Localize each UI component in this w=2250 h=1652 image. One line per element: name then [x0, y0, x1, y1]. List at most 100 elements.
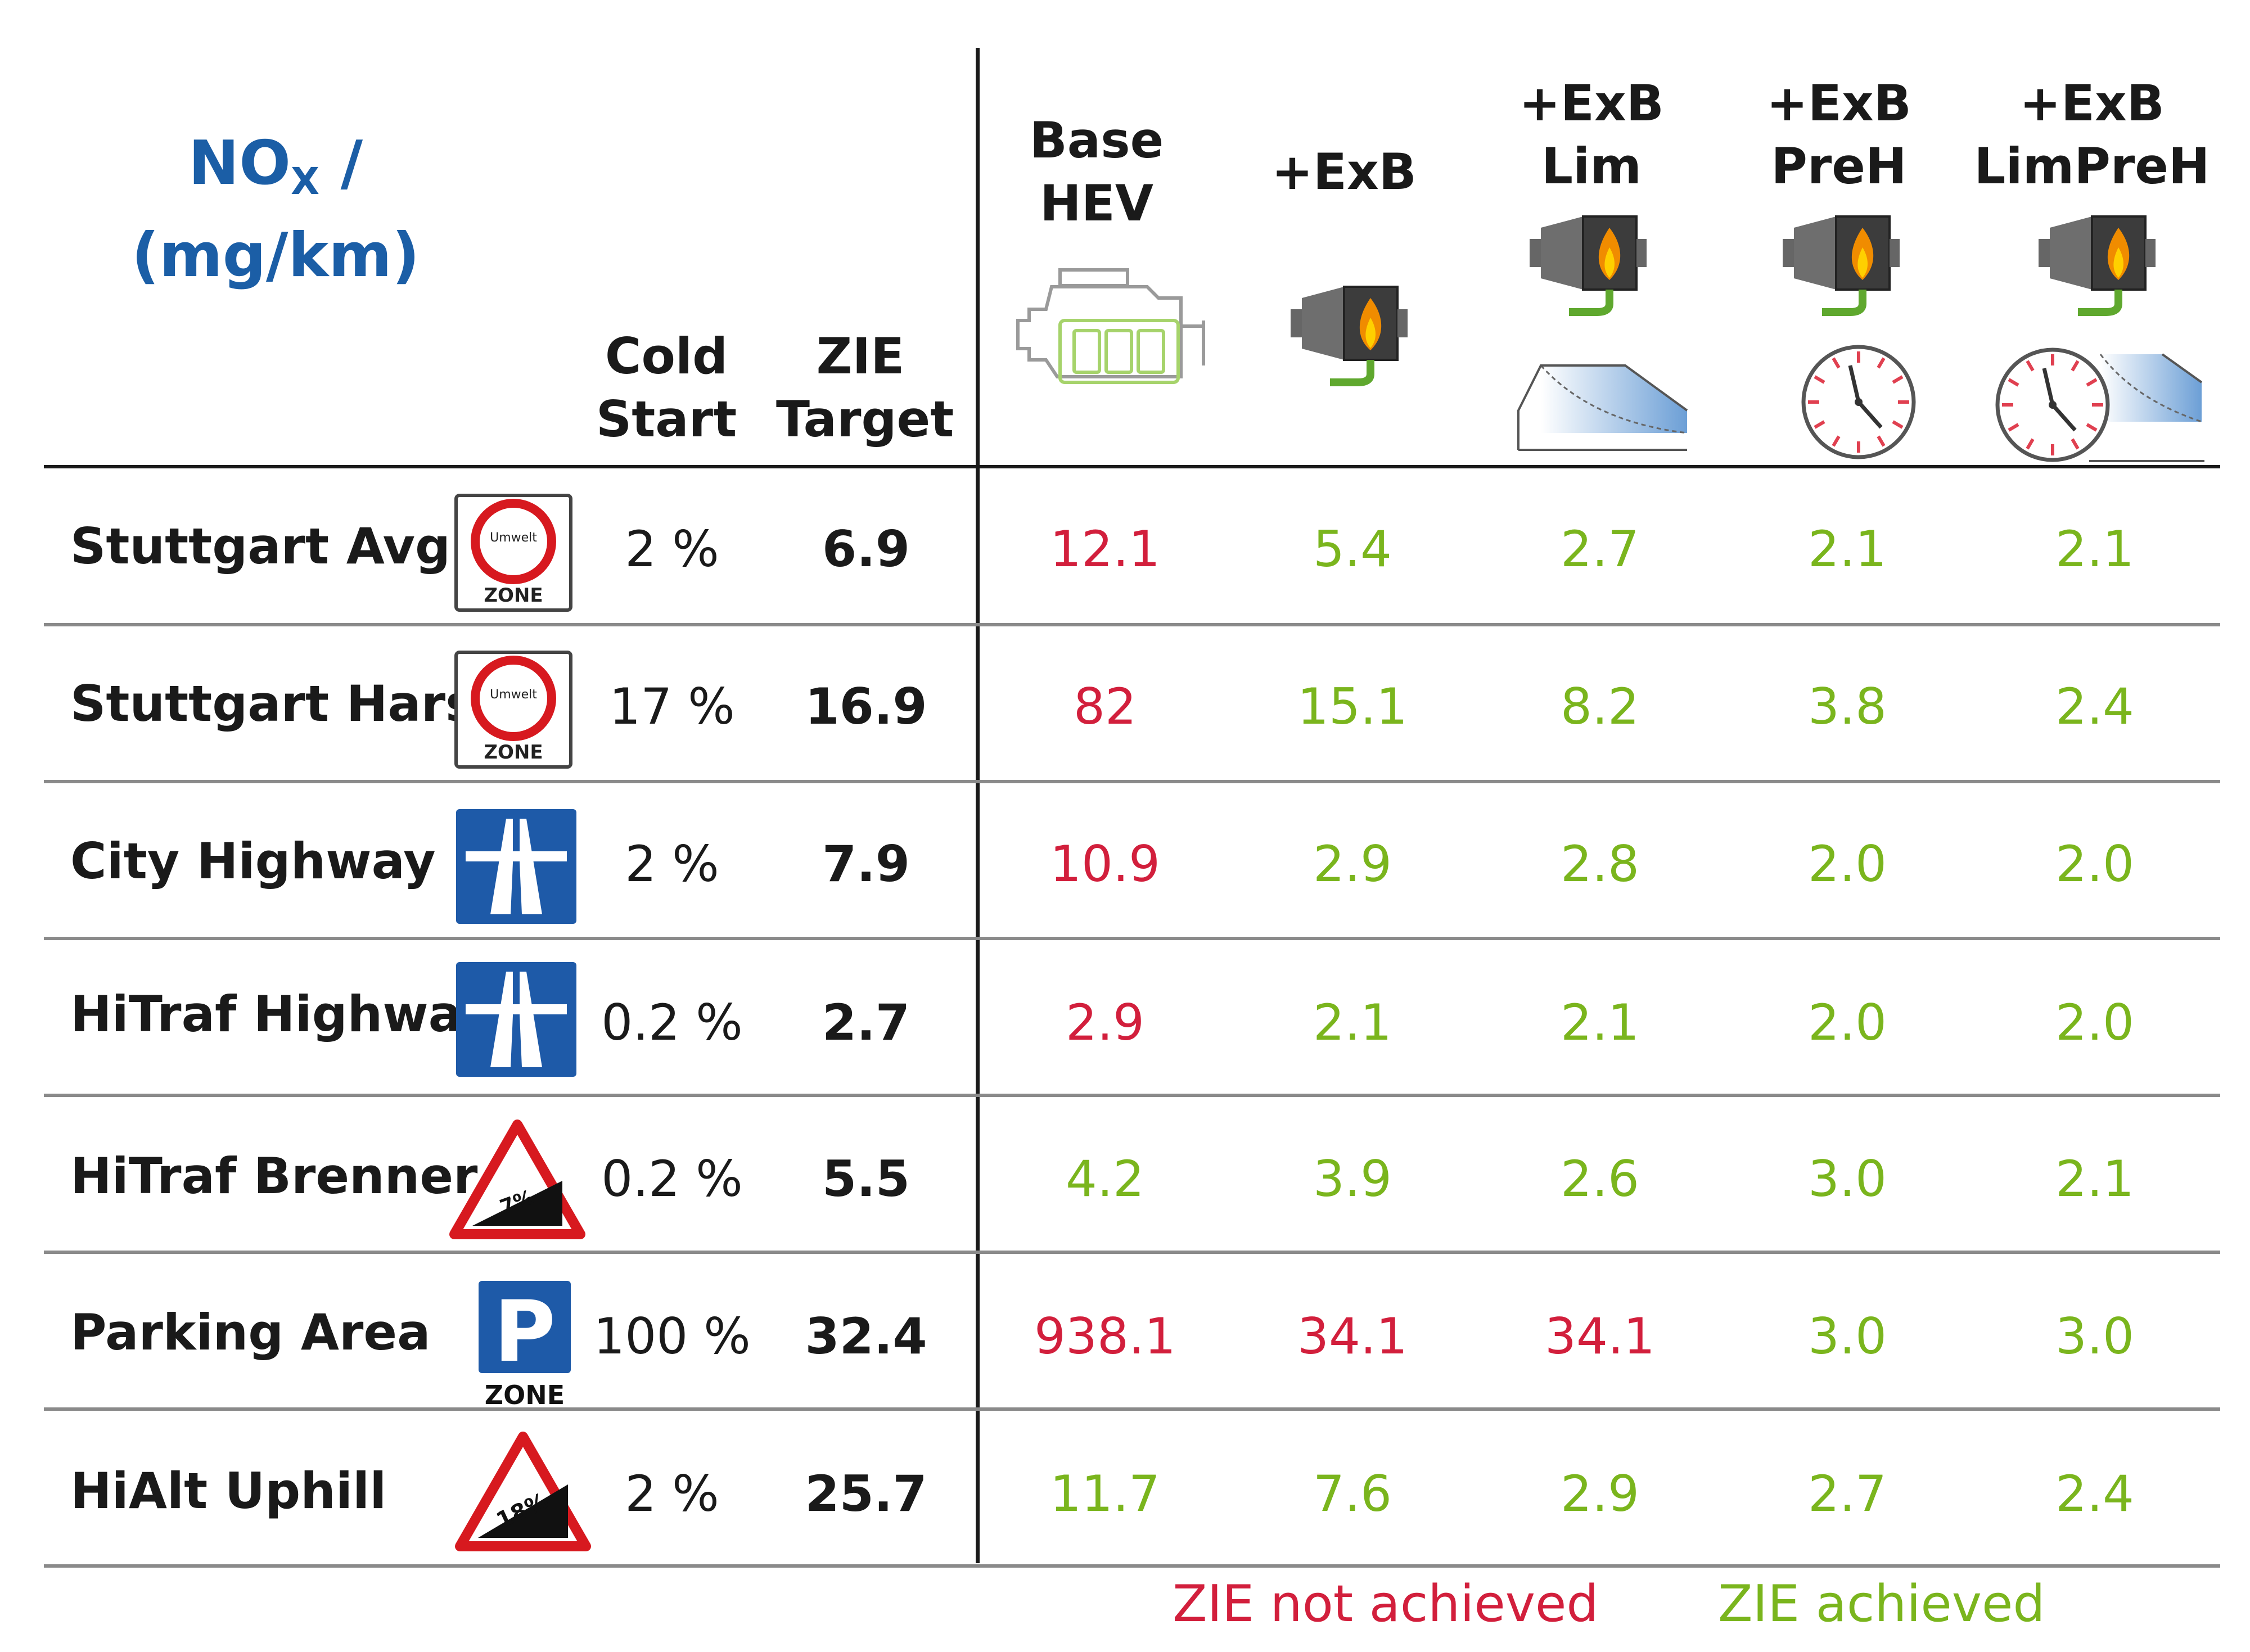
row-rule [44, 1094, 2220, 1097]
header-exb-lim: +ExB Lim [1490, 72, 1693, 198]
row-rule [44, 780, 2220, 783]
nox-value-cell: 10.9 [1050, 835, 1160, 893]
zie-target-cell: 32.4 [805, 1307, 927, 1365]
nox-value-cell: 3.0 [1808, 1307, 1887, 1365]
zie-target-cell: 25.7 [805, 1465, 927, 1523]
zie-target-cell: 6.9 [822, 520, 910, 578]
exhaust-burner-icon [1530, 215, 1647, 316]
nox-value-cell: 34.1 [1545, 1307, 1655, 1365]
nox-value-cell: 2.4 [2055, 678, 2134, 735]
environmental-zone-sign: Umwelt ZONE [454, 651, 572, 769]
nox-value-cell: 2.8 [1561, 835, 1639, 893]
cold-start-cell: 17 % [609, 678, 735, 735]
nox-value-cell: 5.4 [1313, 520, 1392, 578]
sign-umwelt-text: Umwelt [490, 688, 537, 702]
header-exb: +ExB [1243, 141, 1445, 204]
sign-zone-text: ZONE [485, 1380, 565, 1410]
nox-value-cell: 82 [1074, 678, 1137, 735]
nox-value-cell: 4.2 [1066, 1150, 1144, 1208]
nox-value-cell: 938.1 [1034, 1307, 1176, 1365]
nox-value-cell: 2.1 [1561, 994, 1639, 1051]
gradient-sign: 7% [449, 1120, 585, 1239]
nox-value-cell: 3.0 [1808, 1150, 1887, 1208]
exhaust-burner-icon [2039, 215, 2156, 316]
limit-curve-icon [1517, 364, 1688, 451]
nox-value-cell: 2.0 [2055, 994, 2134, 1051]
row-label: City Highway [70, 832, 436, 890]
nox-value-cell: 2.0 [1808, 835, 1887, 893]
row-label: HiTraf Highway [70, 985, 493, 1043]
nox-value-cell: 2.1 [2055, 1150, 2134, 1208]
nox-value-cell: 34.1 [1297, 1307, 1408, 1365]
header-line: Lim [1541, 137, 1642, 195]
nox-value-cell: 2.9 [1313, 835, 1392, 893]
nox-value-cell: 2.9 [1066, 994, 1144, 1051]
row-label: Stuttgart Avg [70, 517, 451, 575]
header-line: Cold [605, 327, 728, 385]
zie-target-cell: 5.5 [822, 1150, 910, 1208]
clock-icon [1801, 345, 1916, 459]
nox-value-cell: 15.1 [1297, 678, 1408, 735]
nox-value-cell: 2.1 [1808, 520, 1887, 578]
parking-zone-sign: P ZONE [479, 1281, 571, 1410]
header-line: PreH [1771, 137, 1907, 195]
nox-value-cell: 2.9 [1561, 1465, 1639, 1523]
header-rule [44, 465, 2220, 468]
nox-value-cell: 3.0 [2055, 1307, 2134, 1365]
parking-letter: P [494, 1283, 556, 1381]
zie-target-cell: 16.9 [805, 678, 927, 735]
header-line: LimPreH [1974, 137, 2210, 195]
header-exb-preh: +ExB PreH [1738, 72, 1940, 198]
nox-value-cell: 3.9 [1313, 1150, 1392, 1208]
table-title: NOX / (mg/km) [129, 127, 422, 293]
row-label: Parking Area [70, 1303, 431, 1361]
header-base-hev: Base HEV [995, 109, 1198, 235]
cold-start-cell: 100 % [593, 1307, 751, 1365]
autobahn-sign [456, 809, 576, 924]
legend-achieved: ZIE achieved [1718, 1574, 2045, 1633]
cold-start-cell: 2 % [625, 1465, 719, 1523]
header-line: ZIE [816, 327, 905, 385]
nox-value-cell: 2.7 [1561, 520, 1639, 578]
title-unit: / (mg/km) [131, 128, 420, 291]
hybrid-engine-battery-icon [1016, 268, 1205, 384]
row-label: Stuttgart Harsh [70, 675, 511, 733]
column-divider [976, 48, 980, 1563]
nox-value-cell: 2.4 [2055, 1465, 2134, 1523]
header-line: Start [596, 390, 737, 448]
autobahn-sign [456, 962, 576, 1077]
nox-value-cell: 2.0 [1808, 994, 1887, 1051]
sign-zone-text: ZONE [484, 584, 543, 607]
nox-value-cell: 2.0 [2055, 835, 2134, 893]
sign-umwelt-text: Umwelt [490, 531, 537, 545]
nox-value-cell: 8.2 [1561, 678, 1639, 735]
row-label: HiTraf Brenner [70, 1147, 478, 1205]
nox-value-cell: 2.1 [2055, 520, 2134, 578]
row-rule [44, 937, 2220, 940]
header-line: +ExB [1519, 74, 1664, 132]
header-line: +ExB [2019, 74, 2165, 132]
exhaust-burner-icon [1291, 286, 1408, 386]
nox-value-cell: 3.8 [1808, 678, 1887, 735]
nox-value-cell: 2.6 [1561, 1150, 1639, 1208]
nox-value-cell: 11.7 [1050, 1465, 1160, 1523]
clock-and-curve-icon [1995, 347, 2204, 462]
cold-start-cell: 0.2 % [601, 994, 743, 1051]
header-cold-start: Cold Start [582, 325, 751, 451]
zie-target-cell: 7.9 [822, 835, 910, 893]
row-label: HiAlt Uphill [70, 1462, 387, 1520]
row-rule [44, 1564, 2220, 1568]
header-line: Target [776, 390, 954, 448]
row-rule [44, 1407, 2220, 1411]
header-line: HEV [1040, 174, 1153, 232]
header-line: Base [1029, 111, 1164, 169]
header-line: +ExB [1271, 143, 1417, 201]
header-zie-target: ZIE Target [776, 325, 954, 451]
nox-value-cell: 2.1 [1313, 994, 1392, 1051]
nox-value-cell: 12.1 [1050, 520, 1160, 578]
nox-value-cell: 2.7 [1808, 1465, 1887, 1523]
title-subscript: X [291, 160, 320, 203]
header-exb-limpreh: +ExB LimPreH [1968, 72, 2216, 198]
row-rule [44, 1251, 2220, 1254]
legend-not-achieved: ZIE not achieved [1173, 1574, 1599, 1633]
